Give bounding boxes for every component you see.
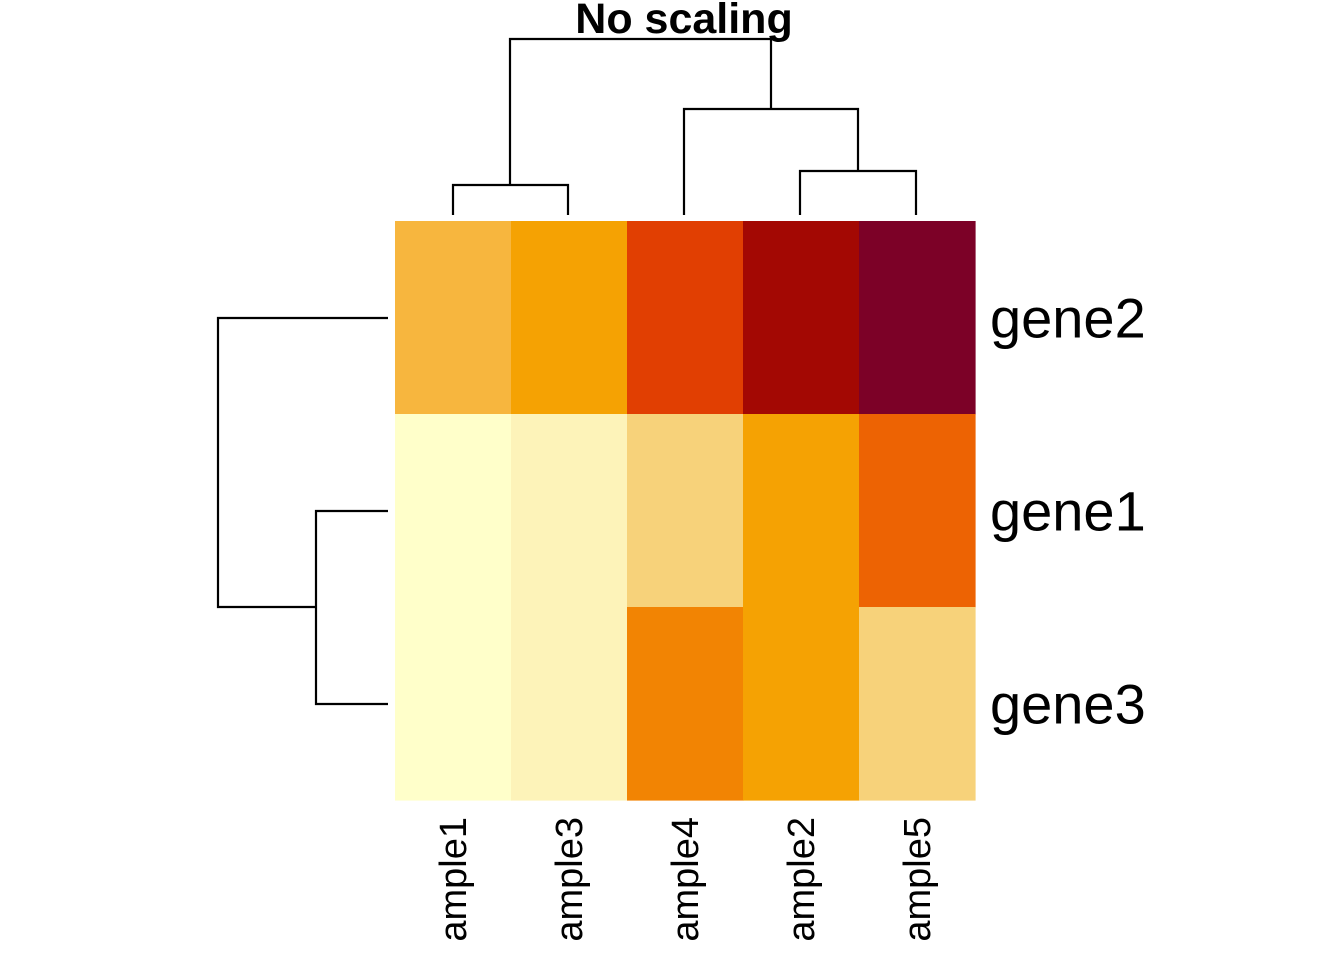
heatmap-cell-gene2-ample3 [511, 221, 628, 415]
heatmap-cell-gene3-ample4 [627, 607, 744, 801]
column-dendrogram [451, 37, 918, 215]
row-dendro-branch-root [216, 316, 388, 609]
heatmap-cell-gene3-ample5 [859, 607, 976, 801]
heatmap-cell-gene2-ample1 [395, 221, 512, 415]
row-label-gene2: gene2 [990, 287, 1146, 350]
col-dendro-branch-ample2-ample5 [798, 169, 918, 215]
heatmap-cell-gene1-ample3 [511, 414, 628, 608]
column-label-ample2: ample2 [781, 817, 823, 942]
row-label-gene3: gene3 [990, 673, 1146, 736]
column-label-ample3: ample3 [549, 817, 591, 942]
column-label-ample5: ample5 [897, 817, 939, 942]
heatmap-cell-gene1-ample2 [743, 414, 860, 608]
heatmap-cell-gene1-ample4 [627, 414, 744, 608]
heatmap-cell-gene2-ample4 [627, 221, 744, 415]
column-labels: ample1 ample3 ample4 ample2 ample5 [433, 817, 939, 942]
heatmap-cell-gene1-ample5 [859, 414, 976, 608]
row-dendro-branch-gene1-gene3 [314, 509, 388, 706]
col-dendro-branch-root [508, 37, 773, 185]
heatmap-cells [395, 221, 976, 801]
heatmap-cell-gene2-ample5 [859, 221, 976, 415]
col-dendro-branch-ample4-group [682, 107, 860, 215]
chart-title: No scaling [575, 0, 792, 43]
row-labels: gene2 gene1 gene3 [990, 287, 1146, 736]
column-label-ample4: ample4 [665, 817, 707, 942]
row-label-gene1: gene1 [990, 480, 1146, 543]
col-dendro-branch-ample1-ample3 [451, 183, 570, 215]
heatmap-cell-gene3-ample1 [395, 607, 512, 801]
heatmap-cell-gene1-ample1 [395, 414, 512, 608]
heatmap-cell-gene2-ample2 [743, 221, 860, 415]
heatmap-cell-gene3-ample2 [743, 607, 860, 801]
row-dendrogram [216, 316, 388, 706]
heatmap-cell-gene3-ample3 [511, 607, 628, 801]
column-label-ample1: ample1 [433, 817, 475, 942]
